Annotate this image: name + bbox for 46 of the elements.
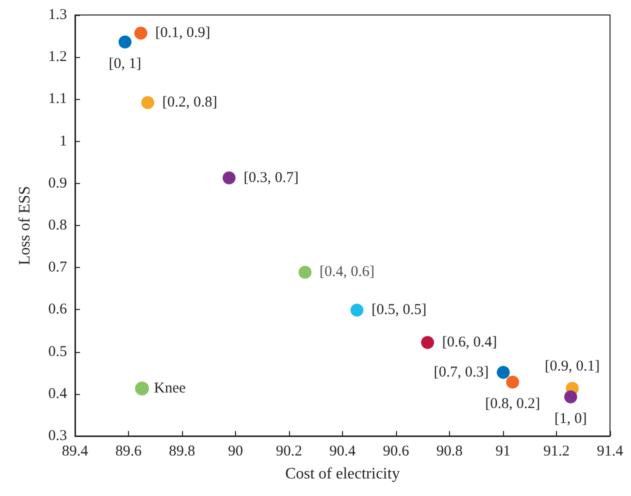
x-tick-label: 89.4 — [62, 444, 89, 460]
annotation: [0.5, 0.5] — [371, 302, 426, 318]
y-tick-label: 0.7 — [48, 260, 68, 276]
x-tick-label: 91 — [496, 444, 510, 460]
x-axis-title: Cost of electricity — [285, 466, 400, 482]
x-tick-label: 91.2 — [543, 444, 570, 460]
point — [298, 266, 312, 279]
x-tick-label: 90 — [228, 444, 243, 460]
y-tick-label: 0.4 — [48, 386, 68, 402]
x-tick-label: 89.8 — [168, 444, 196, 460]
y-tick-label: 0.6 — [48, 302, 68, 318]
x-tick-label: 91.4 — [596, 444, 624, 460]
y-tick-label: 1.3 — [48, 7, 67, 23]
x-tick-label: 90.4 — [329, 444, 356, 460]
annotation: [0.4, 0.6] — [320, 264, 375, 280]
x-tick-label: 90.6 — [382, 444, 410, 460]
annotation: [0.6, 0.4] — [442, 334, 498, 351]
y-tick-label: 0.8 — [48, 218, 67, 234]
y-tick-label: 0.3 — [48, 428, 67, 444]
y-tick-label: 1.2 — [48, 49, 67, 66]
annotation: [0.8, 0.2] — [485, 396, 540, 412]
point — [350, 304, 364, 317]
point — [421, 336, 434, 350]
y-tick-label: 0.9 — [48, 175, 67, 192]
legend-label: Knee — [154, 380, 186, 396]
annotation: [0.2, 0.8] — [162, 94, 218, 111]
y-tick-label: 1.1 — [48, 91, 67, 108]
y-tick-label: 0.5 — [48, 344, 67, 360]
point — [118, 35, 132, 48]
y-tick-label: 1 — [60, 133, 67, 150]
y-axis-title: Loss of ESS — [16, 186, 34, 266]
point — [564, 390, 578, 404]
point — [141, 96, 154, 110]
annotation: [0.7, 0.3] — [434, 364, 489, 380]
point — [506, 376, 520, 389]
x-tick-label: 90.8 — [436, 444, 463, 460]
annotation: [0.9, 0.1] — [544, 358, 600, 374]
annotation: [1, 0] — [554, 410, 587, 427]
x-tick-label: 89.6 — [115, 444, 142, 460]
annotation: [0.1, 0.9] — [155, 25, 210, 42]
point — [222, 171, 236, 184]
annotation: [0, 1] — [108, 56, 142, 72]
point — [496, 366, 510, 379]
annotation: [0.3, 0.7] — [244, 170, 299, 186]
x-tick-label: 90.2 — [276, 444, 302, 460]
point — [134, 26, 148, 40]
